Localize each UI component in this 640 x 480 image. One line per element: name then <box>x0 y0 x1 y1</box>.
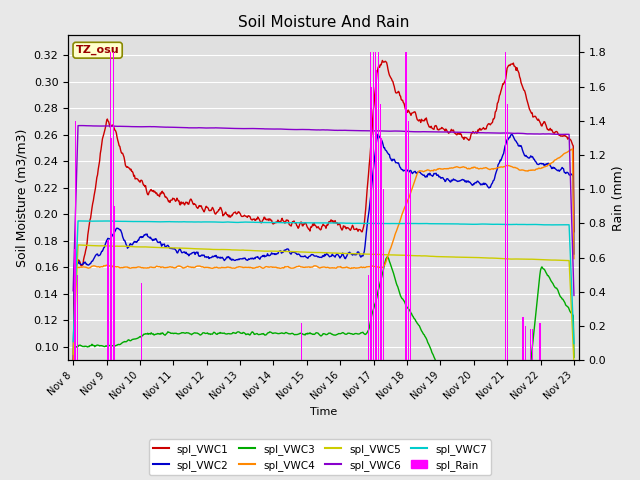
Bar <box>111 138 112 360</box>
X-axis label: Time: Time <box>310 407 337 417</box>
Bar <box>301 323 302 360</box>
Bar <box>77 275 78 360</box>
Bar <box>368 275 369 360</box>
Bar <box>522 317 523 360</box>
Y-axis label: Rain (mm): Rain (mm) <box>612 165 625 230</box>
Text: TZ_osu: TZ_osu <box>76 45 120 55</box>
Bar <box>540 323 541 360</box>
Bar <box>371 86 372 360</box>
Bar <box>376 70 378 360</box>
Bar <box>113 52 114 360</box>
Bar <box>507 104 508 360</box>
Bar <box>539 323 540 360</box>
Bar <box>108 240 109 360</box>
Y-axis label: Soil Moisture (m3/m3): Soil Moisture (m3/m3) <box>15 129 28 267</box>
Legend: spl_VWC1, spl_VWC2, spl_VWC3, spl_VWC4, spl_VWC5, spl_VWC6, spl_VWC7, spl_Rain: spl_VWC1, spl_VWC2, spl_VWC3, spl_VWC4, … <box>148 439 492 475</box>
Bar <box>109 52 111 360</box>
Bar <box>381 138 382 360</box>
Bar <box>375 52 376 360</box>
Bar <box>380 104 381 360</box>
Bar <box>408 121 410 360</box>
Bar <box>405 52 406 360</box>
Title: Soil Moisture And Rain: Soil Moisture And Rain <box>238 15 409 30</box>
Bar <box>378 52 380 360</box>
Bar <box>410 172 411 360</box>
Bar <box>370 52 371 360</box>
Bar <box>373 52 374 360</box>
Bar <box>406 52 407 360</box>
Bar <box>141 283 142 360</box>
Bar <box>505 52 506 360</box>
Bar <box>74 249 75 360</box>
Bar <box>383 189 385 360</box>
